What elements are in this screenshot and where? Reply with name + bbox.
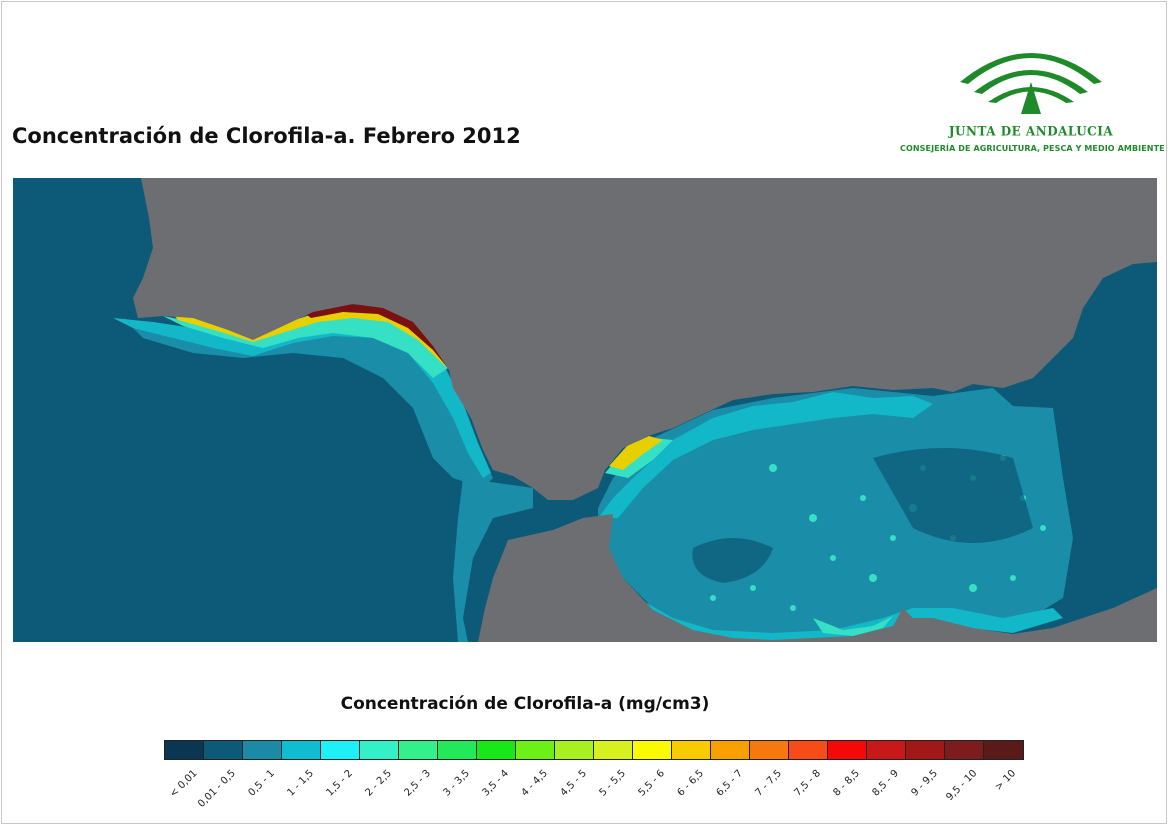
chlorophyll-map [13,178,1157,642]
legend-swatch [204,741,243,759]
legend-swatch [282,741,321,759]
legend-swatch [672,741,711,759]
legend-swatch [945,741,984,759]
legend-swatch [789,741,828,759]
logo-brand-text: JUNTA DE ANDALUCIA [948,123,1114,139]
legend-swatch [165,741,204,759]
logo: JUNTA DE ANDALUCIA CONSEJERÍA DE AGRICUL… [900,30,1165,162]
legend-swatch [243,741,282,759]
legend-swatch [984,741,1023,759]
legend-swatch [516,741,555,759]
legend-swatch [438,741,477,759]
legend-swatch [360,741,399,759]
map-title: Concentración de Clorofila-a. Febrero 20… [12,124,521,148]
legend-swatch [867,741,906,759]
logo-emblem-icon [960,53,1102,114]
legend-swatch [906,741,945,759]
legend-swatch [633,741,672,759]
legend-colorbar [164,740,1024,760]
legend-swatch [828,741,867,759]
legend-swatch [555,741,594,759]
legend-swatch [477,741,516,759]
legend-swatch [594,741,633,759]
map-canvas [13,178,1157,642]
legend-swatch [711,741,750,759]
legend-swatch [399,741,438,759]
legend-swatch [321,741,360,759]
legend-swatch [750,741,789,759]
logo-department-text: CONSEJERÍA DE AGRICULTURA, PESCA Y MEDIO… [900,144,1165,153]
legend-title: Concentración de Clorofila-a (mg/cm3) [340,694,710,714]
